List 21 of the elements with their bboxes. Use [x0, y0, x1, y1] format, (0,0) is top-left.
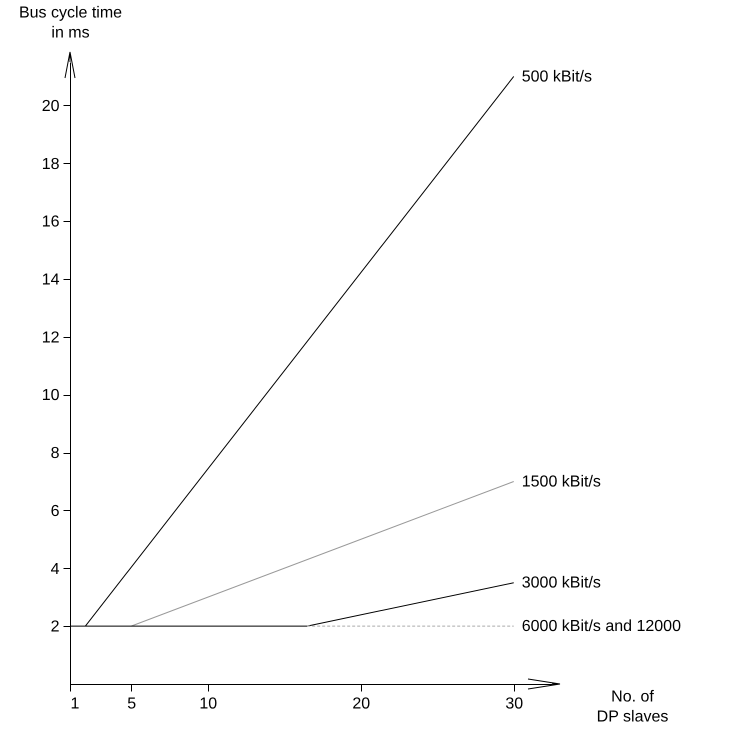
y-tick-label: 10 [42, 387, 60, 404]
series-label: 6000 kBit/s and 12000 [522, 618, 682, 636]
x-tick-label: 30 [505, 696, 524, 712]
y-axis-title: Bus cycle time in ms [18, 4, 122, 42]
y-tick-label: 4 [50, 560, 60, 578]
y-tick-label: 18 [42, 156, 60, 173]
y-tick-label: 16 [42, 214, 60, 231]
series-label: 3000 kBit/s [522, 574, 601, 592]
x-tick-label: 20 [352, 696, 370, 712]
x-tick-label: 5 [127, 696, 136, 712]
series-label: 500 kBit/s [522, 68, 592, 86]
y-tick-label: 8 [50, 445, 60, 462]
y-tick-label: 2 [50, 618, 60, 636]
series-label: 1500 kBit/s [522, 473, 601, 490]
x-tick-label: 10 [199, 696, 218, 712]
x-tick-label: 1 [70, 696, 80, 712]
y-tick-label: 12 [42, 329, 60, 346]
y-tick-label: 14 [42, 271, 60, 288]
x-axis-title: No. of DP slaves [596, 688, 668, 726]
y-tick-label: 20 [42, 98, 60, 115]
y-tick-label: 6 [50, 502, 60, 520]
